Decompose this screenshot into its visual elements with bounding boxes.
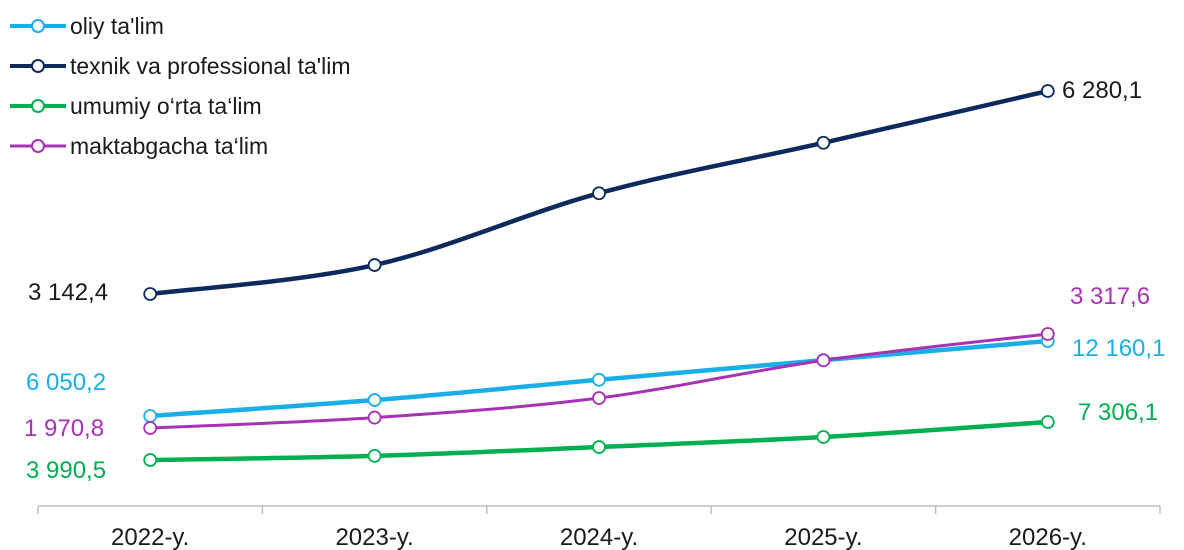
legend-marker-umumiy: [10, 99, 66, 113]
data-point: [592, 440, 606, 454]
data-point: [592, 391, 606, 405]
data-label: 7 306,1: [1078, 399, 1158, 426]
data-point: [1040, 415, 1055, 429]
data-label: 6 280,1: [1062, 77, 1142, 104]
legend-item-maktabgacha: maktabgacha ta‘lim: [8, 126, 351, 166]
data-point: [816, 353, 831, 368]
data-point: [592, 186, 606, 201]
data-label: 12 160,1: [1072, 335, 1165, 362]
data-label: 3 317,6: [1070, 283, 1150, 310]
data-point: [367, 258, 382, 272]
data-label: 3 142,4: [28, 279, 108, 306]
data-point: [1040, 84, 1055, 98]
legend-marker-maktabgacha: [10, 139, 66, 153]
x-tick-label: 2026-y.: [1009, 524, 1087, 550]
x-tick-label: 2022-y.: [111, 524, 189, 550]
data-label: 6 050,2: [26, 369, 106, 396]
data-point: [143, 421, 158, 435]
data-point: [143, 409, 158, 423]
data-labels: 3 990,5 7 306,1 3 142,4 6 280,1 6 050,2 12 16…: [24, 77, 1165, 484]
data-point: [592, 372, 606, 387]
series-2: [143, 415, 1055, 467]
legend-label-texnik: texnik va professional ta'lim: [70, 52, 351, 79]
legend-label-umumiy: umumiy o‘rta ta‘lim: [70, 92, 262, 119]
legend-label-maktabgacha: maktabgacha ta‘lim: [70, 132, 269, 159]
legend: oliy ta'lim texnik va professional ta'li…: [8, 6, 351, 166]
x-tick-label: 2023-y.: [335, 524, 413, 550]
data-point: [367, 393, 382, 407]
legend-marker-texnik: [10, 59, 66, 73]
x-axis-ticks: 2022-y. 2023-y. 2024-y. 2025-y. 2026-y.: [37, 506, 1161, 550]
data-label: 1 970,8: [24, 415, 104, 442]
data-point: [816, 430, 831, 444]
data-label: 3 990,5: [26, 457, 106, 484]
series-3: [143, 327, 1055, 435]
legend-marker-oliy: [10, 19, 66, 33]
series-layer: [143, 84, 1055, 467]
x-tick-label: 2024-y.: [560, 524, 638, 550]
data-point: [143, 453, 158, 467]
x-tick-label: 2025-y.: [784, 524, 862, 550]
data-point: [367, 448, 382, 463]
legend-item-umumiy: umumiy o‘rta ta‘lim: [8, 86, 351, 126]
series-1: [143, 84, 1055, 301]
data-point: [816, 135, 831, 150]
legend-item-texnik: texnik va professional ta'lim: [8, 46, 351, 86]
legend-label-oliy: oliy ta'lim: [70, 12, 164, 39]
data-point: [1040, 327, 1055, 341]
data-point: [143, 287, 158, 301]
data-point: [367, 410, 382, 425]
legend-item-oliy: oliy ta'lim: [8, 6, 351, 46]
